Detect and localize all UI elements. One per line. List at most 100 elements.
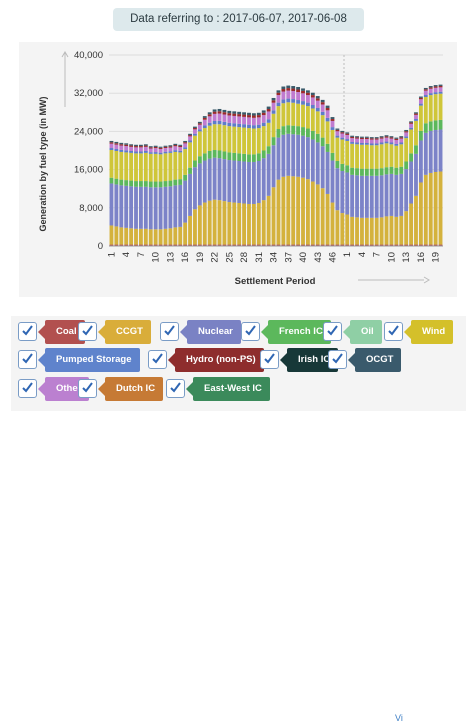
wind-bar-segment	[276, 106, 281, 130]
legend-tag[interactable]: French IC	[261, 320, 331, 344]
legend-tag[interactable]: Oil	[343, 320, 382, 344]
nuclear-bar-segment	[256, 161, 261, 204]
nuclear-bar-segment	[306, 137, 310, 180]
view-more-link[interactable]: Vi	[395, 713, 403, 723]
legend-panel: Coal CCGT Nuclear French IC Oil Wind Pumped St…	[11, 316, 466, 723]
x-tick-label: 16	[180, 252, 191, 263]
x-tick-label: 28	[239, 252, 250, 263]
other-bar-segment	[315, 100, 320, 108]
nuclear-bar-segment	[389, 173, 394, 216]
hydro-bar-segment	[320, 102, 325, 105]
pumped-storage-bar-segment	[129, 151, 134, 153]
legend-checkbox[interactable]	[148, 350, 167, 369]
ccgt-bar-segment	[438, 171, 443, 245]
nuclear-bar-segment	[301, 135, 305, 178]
french-ic-bar-segment	[409, 153, 413, 162]
nuclear-bar-segment	[227, 160, 232, 203]
hydro-bar-segment	[345, 133, 350, 135]
legend-checkbox[interactable]	[328, 350, 347, 369]
legend-tag[interactable]: CCGT	[98, 320, 151, 344]
wind-bar-segment	[114, 150, 119, 179]
ccgt-bar-segment	[143, 228, 148, 245]
interconnector-bar-segment	[163, 145, 168, 147]
ccgt-bar-segment	[360, 217, 364, 245]
other-bar-segment	[423, 90, 428, 96]
x-axis-arrow-head	[423, 276, 430, 284]
french-ic-bar-segment	[418, 130, 423, 141]
legend-tag[interactable]: Dutch IC	[97, 377, 164, 401]
wind-bar-segment	[374, 145, 379, 169]
interconnector-bar-segment	[330, 117, 335, 119]
interconnector-bar-segment	[139, 144, 143, 147]
other-bar-segment	[428, 88, 433, 94]
legend-tag[interactable]: Wind	[403, 320, 454, 344]
other-bar-segment	[355, 138, 359, 143]
other-bar-segment	[217, 113, 222, 121]
coal-bar-segment	[212, 244, 217, 246]
nuclear-bar-segment	[384, 174, 389, 217]
nuclear-bar-segment	[355, 175, 359, 218]
check-icon	[245, 325, 256, 336]
wind-bar-segment	[124, 152, 129, 181]
pumped-storage-bar-segment	[188, 140, 192, 143]
legend-checkbox[interactable]	[166, 379, 185, 398]
legend-checkbox[interactable]	[384, 322, 403, 341]
coal-bar-segment	[188, 244, 192, 246]
legend-tag[interactable]: Hydro (non-PS)	[168, 348, 264, 372]
nuclear-bar-segment	[261, 158, 266, 201]
wind-bar-segment	[139, 153, 143, 182]
interconnector-bar-segment	[345, 132, 350, 134]
hydro-bar-segment	[281, 89, 286, 92]
legend-tag[interactable]: Coal	[38, 320, 85, 344]
legend-checkbox[interactable]	[78, 322, 97, 341]
pumped-storage-bar-segment	[119, 149, 124, 152]
nuclear-bar-segment	[143, 186, 148, 229]
coal-bar-segment	[158, 244, 163, 246]
nuclear-bar-segment	[202, 160, 207, 203]
legend-checkbox[interactable]	[160, 322, 179, 341]
legend-checkbox[interactable]	[323, 322, 342, 341]
wind-bar-segment	[119, 151, 124, 180]
other-bar-segment	[291, 91, 296, 100]
interconnector-bar-segment	[320, 99, 325, 103]
legend-checkbox[interactable]	[260, 350, 279, 369]
french-ic-bar-segment	[355, 168, 359, 176]
interconnector-bar-segment	[222, 109, 227, 113]
legend-checkbox[interactable]	[18, 322, 37, 341]
wind-bar-segment	[193, 135, 197, 161]
legend-tag[interactable]: OCGT	[347, 348, 402, 372]
legend-tag[interactable]: East-West IC	[186, 377, 270, 401]
legend-checkbox[interactable]	[18, 350, 37, 369]
legend-tag[interactable]: Nuclear	[180, 320, 241, 344]
wind-bar-segment	[315, 111, 320, 134]
hydro-bar-segment	[389, 137, 394, 139]
coal-bar-segment	[114, 244, 119, 246]
pumped-storage-bar-segment	[158, 152, 163, 155]
legend-checkbox[interactable]	[18, 379, 37, 398]
legend-checkbox[interactable]	[78, 379, 97, 398]
coal-bar-segment	[438, 244, 443, 246]
other-bar-segment	[178, 147, 183, 151]
interconnector-bar-segment	[217, 108, 222, 112]
wind-bar-segment	[330, 129, 335, 153]
pumped-storage-bar-segment	[276, 102, 281, 107]
french-ic-bar-segment	[251, 154, 256, 162]
legend-tag[interactable]: Pumped Storage	[38, 348, 140, 372]
interconnector-bar-segment	[173, 143, 178, 146]
legend-checkbox[interactable]	[241, 322, 260, 341]
hydro-bar-segment	[433, 86, 438, 88]
coal-bar-segment	[232, 244, 237, 246]
coal-bar-segment	[178, 244, 183, 246]
x-tick-label: 37	[283, 252, 294, 263]
x-tick-label: 19	[195, 252, 206, 263]
coal-bar-segment	[276, 244, 281, 246]
french-ic-bar-segment	[114, 178, 119, 185]
other-bar-segment	[350, 138, 355, 143]
hydro-bar-segment	[256, 115, 261, 118]
other-bar-segment	[251, 117, 256, 126]
pumped-storage-bar-segment	[399, 142, 404, 145]
other-bar-segment	[276, 95, 281, 103]
ccgt-bar-segment	[173, 227, 178, 245]
date-banner: Data referring to : 2017-06-07, 2017-06-…	[113, 8, 364, 31]
wind-bar-segment	[148, 153, 153, 182]
